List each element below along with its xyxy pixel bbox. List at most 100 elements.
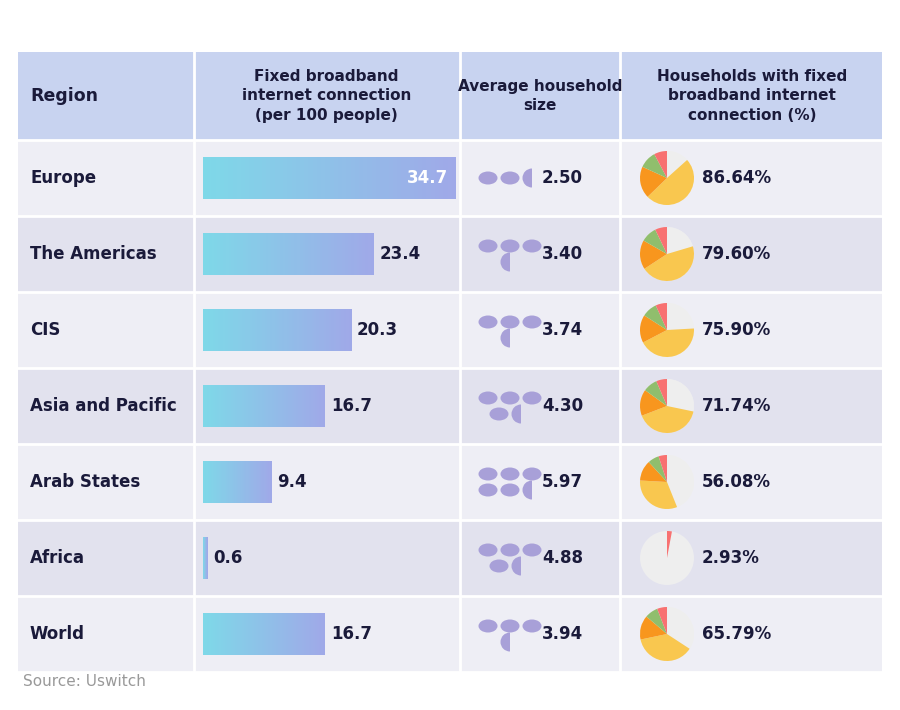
Text: 71.74%: 71.74% (702, 397, 771, 415)
Ellipse shape (523, 620, 542, 633)
Wedge shape (643, 329, 694, 357)
Bar (230, 309, 233, 351)
Bar (233, 461, 234, 503)
Bar (310, 613, 313, 655)
Bar (367, 157, 373, 199)
Bar (297, 309, 300, 351)
Bar (304, 613, 307, 655)
Bar (259, 461, 261, 503)
Wedge shape (667, 303, 694, 330)
Bar (329, 157, 334, 199)
Bar (207, 613, 210, 655)
Bar (238, 385, 240, 427)
Bar (219, 461, 220, 503)
Bar (276, 385, 279, 427)
Bar (282, 309, 285, 351)
Ellipse shape (523, 172, 542, 185)
Text: 75.90%: 75.90% (702, 321, 771, 339)
Bar (299, 385, 301, 427)
Bar (342, 233, 346, 275)
Text: Average household
size: Average household size (458, 79, 622, 114)
Bar (344, 309, 346, 351)
Bar (372, 157, 376, 199)
Wedge shape (644, 246, 694, 281)
Ellipse shape (479, 467, 498, 481)
Text: Households with fixed
broadband internet
connection (%): Households with fixed broadband internet… (657, 69, 847, 124)
Bar (211, 309, 213, 351)
Bar (311, 233, 314, 275)
Bar (300, 233, 303, 275)
Bar (274, 309, 277, 351)
Bar (226, 461, 228, 503)
Bar (315, 385, 317, 427)
Bar (266, 461, 267, 503)
Bar (243, 233, 247, 275)
Bar (207, 157, 211, 199)
Text: Region: Region (30, 87, 98, 105)
Ellipse shape (523, 239, 542, 253)
Bar (230, 613, 232, 655)
Bar (320, 613, 323, 655)
Bar (215, 309, 219, 351)
Bar (203, 309, 206, 351)
Bar (268, 613, 271, 655)
Bar (444, 157, 448, 199)
Bar (365, 233, 368, 275)
Bar (348, 309, 352, 351)
Bar (257, 385, 260, 427)
Bar (244, 461, 246, 503)
Bar (236, 613, 238, 655)
Bar (236, 385, 238, 427)
Bar (304, 385, 307, 427)
Bar (256, 385, 258, 427)
Text: 9.4: 9.4 (277, 473, 307, 491)
Bar (346, 233, 348, 275)
Bar (248, 461, 249, 503)
Text: Source: Uswitch: Source: Uswitch (23, 674, 146, 689)
Bar (205, 461, 207, 503)
Ellipse shape (523, 467, 542, 481)
Bar (235, 461, 237, 503)
Bar (246, 613, 248, 655)
Bar (310, 385, 313, 427)
Bar (254, 385, 256, 427)
Text: World: World (30, 625, 85, 643)
Bar (220, 309, 223, 351)
Bar (212, 461, 214, 503)
Bar (280, 309, 283, 351)
Circle shape (640, 607, 694, 661)
Bar (292, 309, 295, 351)
Bar (217, 613, 220, 655)
Bar (230, 461, 231, 503)
Bar (284, 157, 288, 199)
Bar (257, 309, 260, 351)
Bar (217, 385, 220, 427)
Text: 3.94: 3.94 (542, 625, 583, 643)
Bar (384, 157, 389, 199)
Wedge shape (655, 227, 667, 254)
Text: Africa: Africa (30, 549, 85, 567)
Bar (227, 461, 229, 503)
Bar (277, 309, 280, 351)
Bar (262, 309, 266, 351)
Bar (245, 309, 248, 351)
Bar (292, 613, 295, 655)
Ellipse shape (523, 315, 542, 329)
Bar (260, 309, 263, 351)
Bar (309, 157, 313, 199)
Bar (286, 613, 289, 655)
Bar (254, 157, 258, 199)
Ellipse shape (479, 484, 498, 496)
Bar (223, 461, 225, 503)
Bar (260, 385, 263, 427)
Ellipse shape (479, 239, 498, 253)
Bar (414, 157, 418, 199)
Bar (267, 461, 268, 503)
Bar (319, 309, 322, 351)
Bar (223, 233, 226, 275)
Bar (203, 233, 206, 275)
Bar (251, 461, 253, 503)
Wedge shape (640, 481, 677, 509)
Bar (300, 157, 305, 199)
Bar (238, 613, 240, 655)
